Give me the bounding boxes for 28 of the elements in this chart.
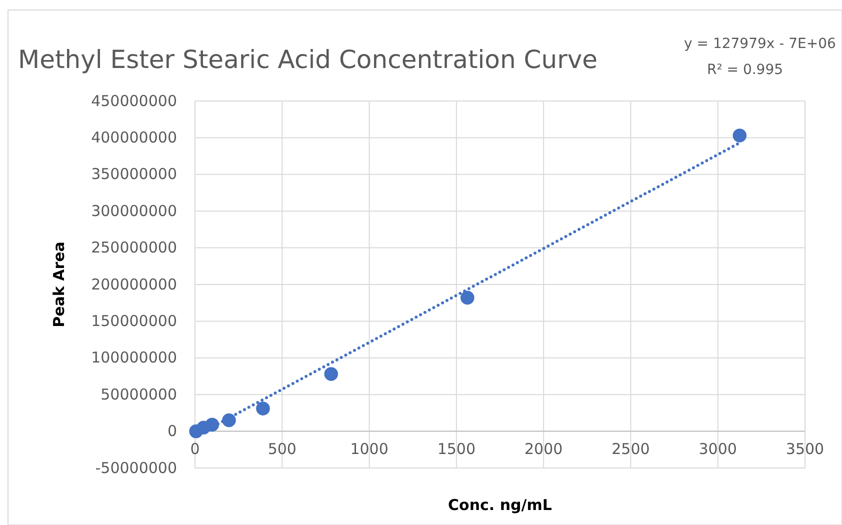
text: y = 127979x - 7E+06: [684, 36, 836, 52]
y-axis-title: Peak Area: [50, 242, 68, 328]
point: [256, 402, 270, 416]
x-tick-label: 500: [268, 440, 296, 458]
y-tick-label: 50000000: [100, 385, 177, 404]
point: [460, 290, 474, 305]
x-tick-label: 3500: [786, 440, 824, 458]
y-tick-label: 300000000: [91, 202, 177, 220]
y-tick-label: -50000000: [95, 458, 177, 477]
point: [324, 367, 338, 381]
x-tick-label: 1500: [437, 440, 476, 458]
x-tick-label: 3000: [698, 440, 737, 458]
y-tick-label: 0: [167, 422, 177, 440]
y-tick-label: 100000000: [91, 348, 177, 367]
x-tick-label: 2000: [524, 440, 563, 458]
x-axis-title: Conc. ng/mL: [448, 496, 552, 514]
x-tick-label: 2500: [612, 440, 650, 458]
text: R² = 0.995: [706, 62, 784, 78]
y-tick-label: 150000000: [91, 312, 177, 330]
y-tick-label: 250000000: [91, 238, 177, 257]
chart-title: Methyl Ester Stearic Acid Concentration Curve: [18, 45, 598, 74]
y-tick-label: 350000000: [91, 165, 177, 184]
y-tick-label: 450000000: [91, 92, 177, 110]
y-tick-label: 200000000: [91, 275, 177, 294]
x-tick-label: 0: [190, 440, 200, 458]
y-tick-label: 400000000: [91, 128, 177, 146]
point: [732, 128, 747, 142]
x-tick-label: 1000: [350, 440, 388, 458]
